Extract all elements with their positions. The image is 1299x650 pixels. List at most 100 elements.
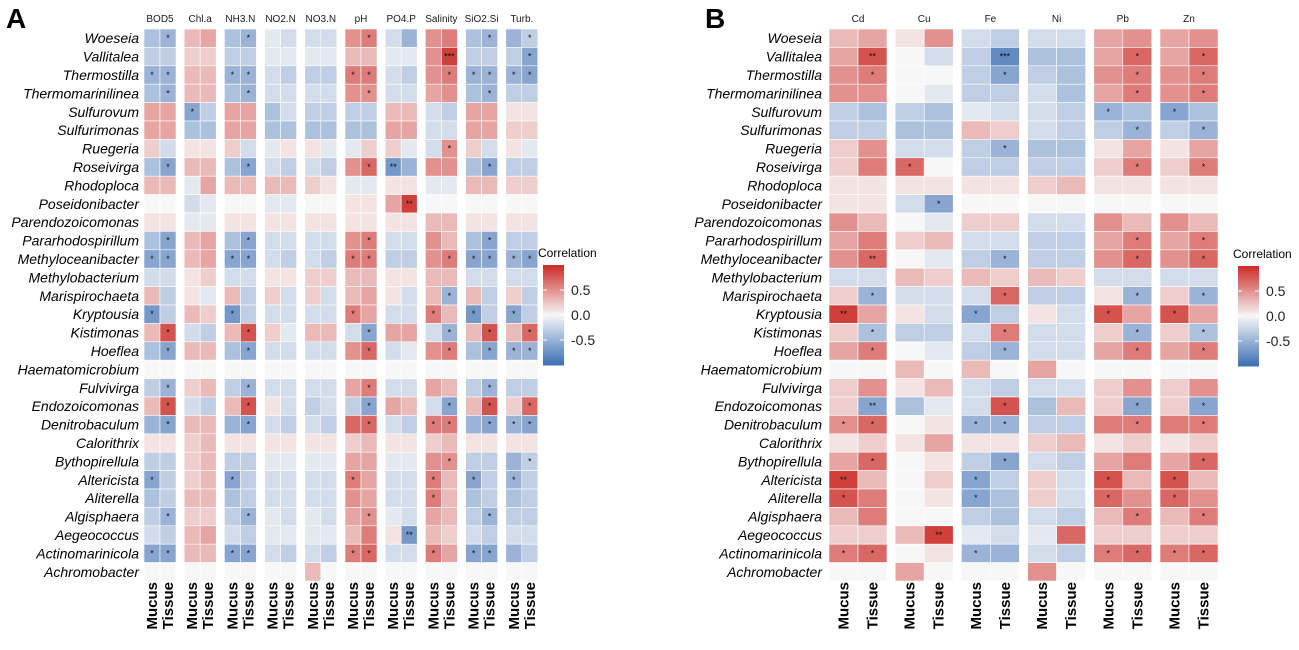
- heatmap-cell: [159, 433, 177, 453]
- heatmap-cell: [1027, 120, 1057, 140]
- legend-tick-label: 0.0: [1266, 308, 1286, 324]
- legend-gradient-step: [543, 277, 564, 281]
- heatmap-cell: [280, 304, 297, 324]
- heatmap-cell: [465, 267, 482, 287]
- row-label: Sulfurovum: [751, 104, 822, 120]
- heatmap-cell: [143, 562, 161, 582]
- heatmap-cell: [199, 562, 217, 582]
- heatmap-cell: [183, 543, 201, 563]
- heatmap-cell: [280, 433, 297, 453]
- heatmap-cell: [143, 286, 161, 306]
- heatmap-cell: [400, 65, 418, 85]
- heatmap-cell: [240, 120, 257, 140]
- significance-mark: *: [367, 328, 371, 338]
- heatmap-cell: [224, 47, 241, 67]
- significance-mark: *: [528, 401, 532, 411]
- legend-gradient-step: [1238, 288, 1259, 292]
- heatmap-cell: [199, 47, 217, 67]
- heatmap-cell: [961, 433, 991, 453]
- heatmap-cell: [961, 525, 991, 545]
- significance-mark: *: [472, 548, 476, 558]
- heatmap-cell: [465, 451, 482, 471]
- legend-gradient-step: [1238, 331, 1259, 334]
- heatmap-cell: [923, 267, 954, 287]
- significance-mark: *: [351, 548, 355, 558]
- row-label: Aliterella: [767, 490, 822, 506]
- heatmap-cell: [425, 267, 442, 287]
- heatmap-cell: [344, 286, 362, 306]
- heatmap-cell: [400, 120, 418, 140]
- legend-gradient-step: [543, 322, 564, 326]
- heatmap-cell: [1093, 378, 1124, 398]
- heatmap-cell: [894, 470, 925, 490]
- heatmap-cell: [923, 396, 954, 416]
- heatmap-cell: [961, 175, 991, 195]
- significance-mark: *: [166, 548, 170, 558]
- column-label: Tissue: [200, 582, 217, 629]
- heatmap-cell: [828, 562, 859, 582]
- heatmap-cell: [1159, 286, 1190, 306]
- heatmap-cell: [143, 194, 161, 214]
- heatmap-cell: [280, 83, 297, 103]
- heatmap-cell: [1093, 194, 1124, 214]
- heatmap-cell: [199, 396, 217, 416]
- heatmap-cell: [360, 433, 378, 453]
- heatmap-cell: [1056, 359, 1086, 379]
- heatmap-cell: [425, 249, 442, 269]
- heatmap-cell: [159, 212, 177, 232]
- significance-mark: *: [247, 328, 251, 338]
- significance-mark: **: [406, 530, 414, 540]
- heatmap-cell: [159, 175, 177, 195]
- row-label: Altericista: [760, 472, 822, 488]
- heatmap-cell: [143, 175, 161, 195]
- row-label: Achromobacter: [726, 564, 823, 580]
- heatmap-cell: [1027, 543, 1057, 563]
- heatmap-cell: [521, 212, 539, 232]
- heatmap-cell: [384, 543, 402, 563]
- heatmap-cell: [224, 562, 241, 582]
- significance-mark: *: [528, 33, 532, 43]
- heatmap-cell: [280, 396, 297, 416]
- heatmap-cell: [304, 378, 322, 398]
- heatmap-cell: [344, 507, 362, 527]
- heatmap-cell: [1188, 212, 1219, 232]
- row-label: Denitrobaculum: [41, 417, 139, 433]
- heatmap-cell: [425, 28, 442, 48]
- heatmap-cell: [1027, 267, 1057, 287]
- heatmap-cell: [183, 65, 201, 85]
- heatmap-cell: [320, 249, 338, 269]
- heatmap-cell: [159, 286, 177, 306]
- heatmap-cell: [441, 562, 458, 582]
- significance-mark: **: [869, 401, 877, 411]
- heatmap-cell: [360, 194, 378, 214]
- legend-gradient-step: [543, 290, 564, 293]
- heatmap-cell: [425, 65, 442, 85]
- significance-mark: *: [166, 88, 170, 98]
- heatmap-cell: [1159, 28, 1190, 48]
- legend-gradient-step: [1238, 321, 1259, 324]
- heatmap-cell: [857, 120, 888, 140]
- heatmap-cell: [304, 157, 322, 177]
- heatmap-cell: [143, 231, 161, 251]
- heatmap-cell: [1056, 120, 1086, 140]
- row-label: Achromobacter: [43, 564, 140, 580]
- legend-gradient-step: [1238, 358, 1259, 362]
- heatmap-cell: [280, 359, 297, 379]
- heatmap-cell: [894, 451, 925, 471]
- heatmap-cell: [320, 488, 338, 508]
- heatmap-cell: [240, 47, 257, 67]
- heatmap-cell: [224, 341, 241, 361]
- row-label: Endozoicomonas: [715, 398, 822, 414]
- heatmap-cell: [320, 212, 338, 232]
- row-label: Bythopirellula: [738, 453, 822, 469]
- heatmap-cell: [199, 120, 217, 140]
- heatmap-cell: [240, 304, 257, 324]
- heatmap-cell: [923, 359, 954, 379]
- heatmap-cell: [1056, 323, 1086, 343]
- heatmap-cell: [240, 286, 257, 306]
- heatmap-cell: [199, 525, 217, 545]
- heatmap-cell: [183, 433, 201, 453]
- heatmap-cell: [828, 249, 859, 269]
- significance-mark: *: [1107, 309, 1111, 319]
- heatmap-cell: [465, 341, 482, 361]
